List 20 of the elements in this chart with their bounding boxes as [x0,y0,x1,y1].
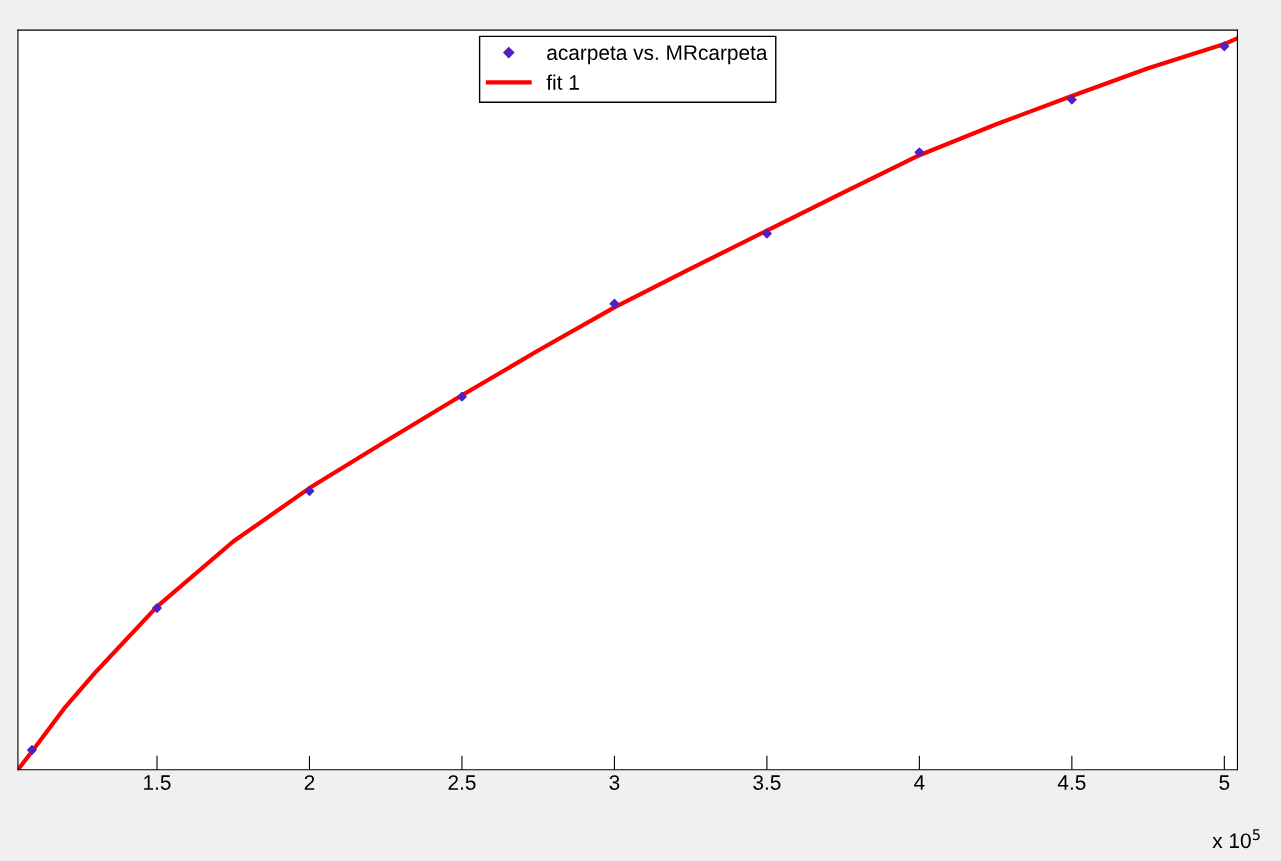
x-tick-label: 3 [609,775,620,790]
point [152,603,162,613]
legend-label: acarpeta vs. MRcarpeta [547,45,768,65]
point [457,391,467,402]
point [27,745,37,755]
point [1066,94,1077,105]
point [914,147,925,158]
point [304,486,315,496]
text: x 10$^{5}$ [1212,829,1260,849]
x-tick-label: 2.5 [448,775,476,790]
x-tick-label: 4.5 [1057,775,1086,790]
x-tick-label: 1.5 [144,775,171,790]
x-tick-label: 3.5 [753,775,781,790]
point [1219,41,1230,52]
point [762,228,772,239]
x-tick-label: 4 [914,775,925,790]
x-tick-label: 5 [1219,775,1230,790]
x-tick-label: 2 [304,775,315,790]
point [609,298,620,309]
legend-label: fit 1 [546,74,579,90]
